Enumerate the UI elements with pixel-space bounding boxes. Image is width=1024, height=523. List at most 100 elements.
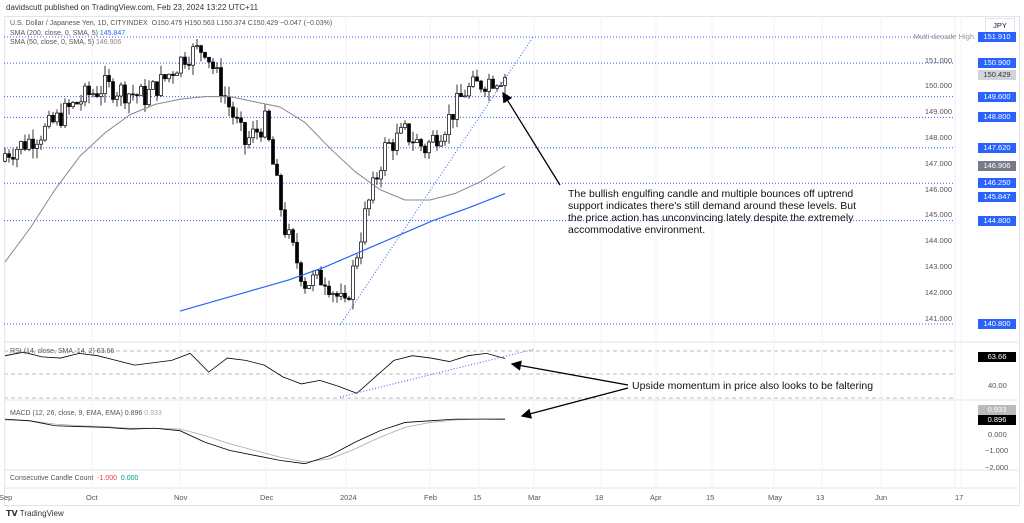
candle-body — [391, 142, 395, 151]
sma50-legend[interactable]: SMA (50, close, 0, SMA, 5) 146.906 — [10, 39, 121, 46]
price-label: 149.000 — [924, 107, 952, 117]
candle-body — [55, 112, 59, 123]
tradingview-brand[interactable]: 𝗧𝗩 TradingView — [6, 509, 64, 518]
macd-value-tag: 0.896 — [978, 415, 1016, 425]
candle-body — [199, 45, 203, 53]
candle-body — [111, 81, 115, 100]
candle-body — [107, 75, 111, 82]
symbol-name: U.S. Dollar / Japanese Yen, 1D, CITYINDE… — [10, 20, 148, 27]
candle-body — [19, 141, 23, 150]
candle-body — [255, 128, 259, 133]
last-price-tag: 150.429 — [978, 70, 1016, 81]
candle-body — [471, 76, 475, 87]
rsi-value: 63.66 — [96, 348, 115, 355]
time-label: 2024 — [340, 493, 357, 502]
candle-body — [503, 76, 507, 86]
candle-body — [87, 85, 91, 96]
time-label: Dec — [260, 493, 274, 502]
candle-body — [75, 102, 79, 105]
candle-body — [235, 116, 239, 119]
price-label: 145.000 — [924, 210, 952, 220]
candle-body — [363, 208, 367, 243]
ohlc-values: O150.475 H150.563 L150.374 C150.429 −0.0… — [151, 20, 333, 27]
level-tag: 146.250 — [978, 178, 1016, 189]
price-label: 146.000 — [924, 184, 952, 194]
candle-body — [439, 140, 443, 147]
candle-body — [215, 67, 219, 69]
candle-body — [291, 229, 295, 243]
level-note: Multi-decade High — [913, 32, 974, 41]
sma200-legend[interactable]: SMA (200, close, 0, SMA, 5) 145.847 — [10, 30, 125, 37]
candle-body — [263, 110, 267, 138]
candle-body — [443, 134, 447, 142]
rsi-legend[interactable]: RSI (14, close, SMA, 14, 2) 63.66 — [10, 348, 114, 355]
level-tag: 150.900 — [978, 58, 1016, 69]
candle-body — [411, 141, 415, 144]
candle-body — [83, 85, 87, 103]
candle-body — [307, 285, 311, 289]
candle-body — [271, 139, 275, 165]
candle-body — [311, 274, 315, 286]
time-label: 18 — [595, 493, 604, 502]
candle-body — [475, 76, 479, 82]
candle-body — [91, 93, 95, 96]
candle-body — [419, 139, 423, 147]
time-label: Jun — [875, 493, 888, 502]
currency-label[interactable]: JPY — [985, 18, 1015, 33]
candle-body — [59, 112, 63, 126]
candle-body — [399, 127, 403, 134]
macd-signal-line — [4, 418, 506, 463]
candle-body — [351, 265, 355, 300]
candle-body — [495, 85, 499, 89]
candle-body — [283, 209, 287, 235]
candle-body — [163, 74, 167, 80]
sma200-price-tag: 145.847 — [978, 191, 1016, 202]
candle-body — [15, 149, 19, 160]
candle-body — [323, 284, 327, 287]
candle-body — [387, 142, 391, 145]
time-label: Oct — [86, 493, 98, 502]
candle-body — [335, 293, 339, 297]
candle-body — [367, 199, 371, 210]
rsi-label: RSI (14, close, SMA, 14, 2) — [10, 348, 95, 355]
sma50-label: SMA (50, close, 0, SMA, 5) — [10, 39, 95, 46]
candle-body — [43, 125, 47, 141]
rsi-value-tag: 63.66 — [978, 352, 1016, 362]
price-label: 148.000 — [924, 132, 952, 142]
macd-axis-2: −2.000 — [985, 463, 1009, 472]
candle-body — [395, 132, 399, 151]
macd-legend[interactable]: MACD (12, 26, close, 9, EMA, EMA) 0.896 … — [10, 410, 162, 417]
candle-body — [423, 145, 427, 154]
candle-body — [35, 143, 39, 149]
ccc-legend[interactable]: Consecutive Candle Count -1.000 0.000 — [10, 475, 138, 482]
macd-line — [4, 418, 506, 465]
price-label: 151.000 — [924, 55, 952, 65]
annotation-momentum: Upside momentum in price also looks to b… — [632, 380, 874, 392]
symbol-legend[interactable]: U.S. Dollar / Japanese Yen, 1D, CITYINDE… — [10, 20, 332, 27]
rsi-arrow — [510, 360, 629, 386]
candle-body — [343, 292, 347, 299]
level-tag: 140.800 — [978, 318, 1016, 329]
candle-body — [431, 134, 435, 143]
candle-body — [155, 81, 159, 96]
annotation-main: The bullish engulfing candle and multipl… — [568, 188, 857, 236]
candle-body — [191, 46, 195, 66]
candle-body — [435, 134, 439, 147]
candle-body — [151, 81, 155, 90]
candle-body — [47, 114, 51, 127]
time-label: Feb — [424, 493, 437, 502]
candle-body — [383, 142, 387, 171]
level-tag: 144.800 — [978, 215, 1016, 226]
candle-body — [171, 73, 175, 76]
candle-body — [187, 64, 191, 66]
candle-body — [79, 101, 83, 105]
candle-body — [3, 153, 7, 162]
candle-body — [299, 262, 303, 282]
candle-body — [327, 285, 331, 295]
candle-body — [375, 177, 379, 180]
time-label: Apr — [650, 493, 662, 502]
rsi-axis-label: 40.00 — [988, 381, 1007, 390]
price-label: 147.000 — [924, 158, 952, 168]
price-label: 150.000 — [924, 81, 952, 91]
